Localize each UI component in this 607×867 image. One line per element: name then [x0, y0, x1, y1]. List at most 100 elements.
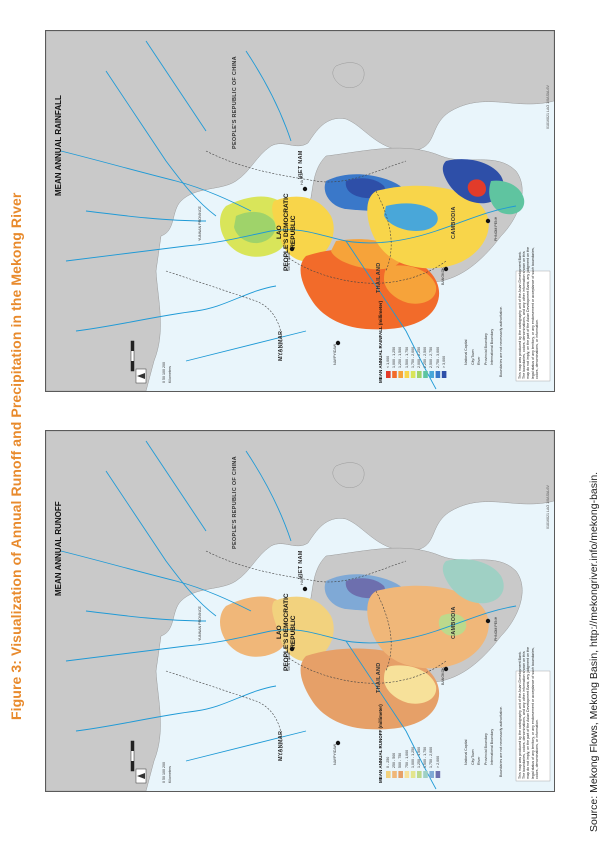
common-legend-item: International Boundary: [490, 728, 494, 765]
legend-swatch: [404, 371, 410, 378]
scale-bar: [130, 340, 135, 372]
label-cambodia: CAMBODIA: [451, 606, 457, 639]
legend-label: 1,000 - 1,250: [392, 346, 397, 368]
boundary-note: Boundaries are not necessarily authorita…: [498, 306, 503, 377]
legend-label: 1,750 - 2,000: [429, 746, 434, 768]
label-china: PEOPLE'S REPUBLIC OF CHINA: [232, 456, 238, 549]
basin-region-mid: [384, 665, 437, 704]
map-code-runoff: 01816821 LAO 1/0ASIA-6V: [546, 485, 550, 529]
basin-region-red: [467, 179, 486, 197]
label-yunnan: YUNNAN PROVINCE: [198, 606, 202, 641]
label-phnom-penh: PHNOM PENH: [494, 216, 498, 241]
label-vientiane: VIENTIANE: [287, 652, 291, 671]
legend-label: 1,250 - 1,500: [398, 346, 403, 368]
legend-label: > 3,000: [441, 355, 446, 368]
legend-swatch: [386, 371, 391, 378]
label-thailand: THAILAND: [376, 262, 382, 293]
basin-region-lao: [272, 196, 334, 262]
bangkok-dot: [443, 266, 449, 272]
disclaimer-rainfall: This map was produced by the cartography…: [518, 247, 539, 379]
land-mass: [46, 31, 554, 391]
common-legend-item: River: [477, 356, 481, 365]
label-phnom-penh: PHNOM PENH: [494, 616, 498, 641]
legend-label: 0 - 250: [386, 756, 390, 768]
disclaimer-box: [515, 270, 551, 382]
map-panel-rainfall: MEAN ANNUAL RAINFALL PEOPLE'S REPUBLIC O…: [45, 30, 555, 392]
legend-swatch: [423, 371, 428, 378]
boundary-note: Boundaries are not necessarily authorita…: [498, 706, 503, 777]
label-myanmar: MYANMAR: [278, 730, 284, 761]
basin-region-mid: [384, 265, 437, 304]
legend-swatch: [435, 371, 441, 378]
legend-label: 1,500 - 1,750: [404, 346, 409, 368]
basin-region-lake: [438, 613, 467, 636]
island: [332, 462, 365, 488]
legend-label: 1,500 - 1,750: [423, 746, 428, 768]
legend-swatch: [429, 371, 434, 378]
legend-swatch: [429, 771, 434, 778]
legend-title-rainfall: MEAN ANNUAL RAINFALL (millimeter): [378, 300, 383, 383]
vientiane-dot: [289, 646, 295, 652]
rivers: [60, 40, 517, 390]
boundaries: [165, 550, 447, 762]
legend-label: 2,750 - 3,000: [435, 346, 440, 368]
runoff-legend-swatches: [386, 771, 441, 778]
map-title-runoff: MEAN ANNUAL RUNOFF: [54, 501, 63, 596]
label-china: PEOPLE'S REPUBLIC OF CHINA: [232, 56, 238, 149]
legend-label: 500 - 750: [398, 752, 403, 768]
naypyidaw-dot: [335, 340, 341, 346]
label-cambodia: CAMBODIA: [451, 206, 457, 239]
label-bangkok: BANGKOK: [441, 667, 445, 685]
legend-label: 1,750 - 2,000: [410, 346, 415, 368]
legend-label: 2,000 - 2,250: [417, 346, 421, 368]
scale-unit-rainfall: Kilometers: [168, 366, 172, 383]
source-citation: Source: Mekong Flows, Mekong Basin, http…: [588, 471, 600, 832]
legend-label: 250 - 500: [392, 752, 397, 768]
bangkok-dot: [443, 666, 449, 672]
disclaimer-runoff: This map was produced by the cartography…: [518, 647, 539, 779]
scale-unit-runoff: Kilometers: [168, 766, 172, 783]
common-legend-item: National Capital: [464, 339, 468, 365]
legend-label: > 2,000: [435, 755, 440, 768]
label-naypyidaw: NAYPYIDAW: [333, 343, 337, 365]
label-vientiane: VIENTIANE: [287, 252, 291, 271]
legend-swatch: [386, 771, 391, 778]
phnom-penh-dot: [485, 618, 491, 624]
rainfall-map-graphic: [46, 31, 554, 391]
legend-swatch: [441, 371, 447, 378]
boundaries: [165, 150, 447, 362]
common-legend-item: Provincial Boundary: [483, 333, 488, 365]
map-title-rainfall: MEAN ANNUAL RAINFALL: [54, 95, 63, 196]
legend-label: 1,000 - 1,250: [410, 746, 415, 768]
north-arrow: [135, 768, 147, 784]
common-legend-item: City/Town: [470, 349, 475, 365]
legend-label: 2,500 - 2,750: [429, 346, 434, 368]
runoff-map-graphic: [46, 431, 554, 791]
hanoi-dot: [302, 586, 308, 592]
rainfall-legend-swatches: [386, 371, 447, 378]
land-mass: [46, 431, 554, 791]
disclaimer-box: [515, 670, 551, 782]
legend-swatch: [417, 371, 422, 378]
legend-label: 2,250 - 2,500: [423, 346, 428, 368]
rivers: [60, 440, 517, 790]
scale-label-runoff: 0 50 100 200: [162, 762, 166, 783]
common-legend-item: City/Town: [470, 749, 475, 765]
legend-swatch: [410, 371, 416, 378]
basin-region-delta: [442, 559, 504, 604]
basin-region-cambodia: [367, 585, 489, 669]
common-legend-item: Provincial Boundary: [483, 733, 488, 765]
label-yunnan: YUNNAN PROVINCE: [198, 206, 202, 241]
north-arrow: [135, 368, 147, 384]
legend-label: 750 - 1,000: [404, 749, 409, 768]
phnom-penh-dot: [485, 218, 491, 224]
label-hanoi: HANOI: [300, 573, 304, 585]
hanoi-dot: [302, 186, 308, 192]
scale-label-rainfall: 0 50 100 200: [162, 362, 166, 383]
label-myanmar: MYANMAR: [278, 330, 284, 361]
legend-label: 1,250 - 1,500: [417, 746, 421, 768]
legend-title-runoff: MEAN ANNUAL RUNOFF (millimeter): [378, 704, 383, 783]
common-legend-item: National Capital: [464, 739, 468, 765]
legend-swatch: [392, 771, 397, 778]
legend-swatch: [410, 771, 416, 778]
